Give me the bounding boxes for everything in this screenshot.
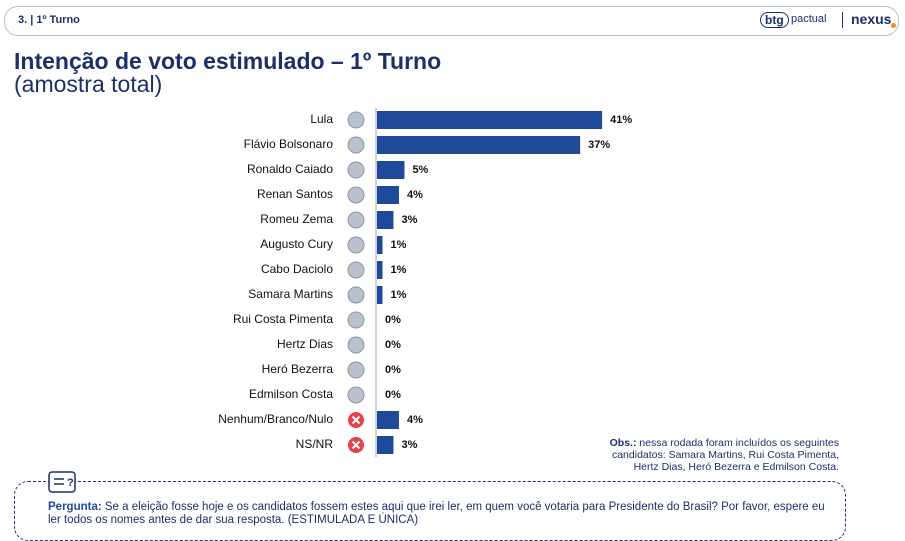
x-icon bbox=[351, 440, 361, 450]
candidate-icon bbox=[347, 111, 365, 129]
candidate-icon bbox=[347, 211, 365, 229]
candidate-icon bbox=[347, 311, 365, 329]
bar bbox=[377, 136, 581, 154]
category-label: Augusto Cury bbox=[260, 237, 333, 251]
bar bbox=[377, 211, 394, 229]
bar bbox=[377, 436, 394, 454]
bar bbox=[377, 261, 383, 279]
category-label: Samara Martins bbox=[248, 287, 333, 301]
note-label: Obs.: bbox=[609, 437, 637, 449]
logo-nexus: nexus bbox=[851, 11, 892, 27]
bar bbox=[377, 111, 603, 129]
category-label: Cabo Daciolo bbox=[261, 262, 333, 276]
candidate-icon bbox=[347, 336, 365, 354]
logo-btg: btg bbox=[760, 12, 789, 28]
svg-text:?: ? bbox=[67, 477, 74, 489]
category-label: Renan Santos bbox=[257, 187, 333, 201]
question-icon: ? bbox=[48, 471, 76, 493]
note-line: Hertz Dias, Heró Bezerra e Edmilson Cost… bbox=[633, 461, 839, 473]
value-label: 41% bbox=[610, 114, 632, 126]
question-text: Se a eleição fosse hoje e os candidatos … bbox=[48, 501, 825, 526]
candidate-icon bbox=[347, 261, 365, 279]
candidate-icon bbox=[347, 361, 365, 379]
value-label: 3% bbox=[401, 439, 417, 451]
candidate-icon bbox=[347, 161, 365, 179]
value-label: 0% bbox=[385, 339, 401, 351]
bar bbox=[377, 161, 405, 179]
category-label: Edmilson Costa bbox=[249, 387, 333, 401]
value-label: 0% bbox=[385, 364, 401, 376]
category-label: Ronaldo Caiado bbox=[247, 162, 333, 176]
category-label: Rui Costa Pimenta bbox=[233, 312, 333, 326]
note-text: nessa rodada foram incluídos os seguinte… bbox=[639, 437, 839, 449]
bar bbox=[377, 186, 399, 204]
value-label: 4% bbox=[407, 189, 423, 201]
value-label: 1% bbox=[390, 264, 406, 276]
bar bbox=[377, 236, 383, 254]
note: Obs.: nessa rodada foram incluídos os se… bbox=[610, 437, 839, 473]
note-line: candidatos: Samara Martins, Rui Costa Pi… bbox=[611, 449, 839, 461]
value-label: 1% bbox=[390, 239, 406, 251]
question: Pergunta: Se a eleição fosse hoje e os c… bbox=[48, 501, 838, 527]
category-label: Flávio Bolsonaro bbox=[244, 137, 334, 151]
chart: Lula 41% Flávio Bolsonaro 37% Ronaldo Caiado… bbox=[218, 108, 632, 457]
category-label: Lula bbox=[310, 112, 333, 126]
value-label: 1% bbox=[390, 289, 406, 301]
category-label: Nenhum/Branco/Nulo bbox=[218, 412, 333, 426]
logo-dot bbox=[891, 23, 896, 28]
chart-subtitle: (amostra total) bbox=[14, 71, 163, 97]
category-label: Heró Bezerra bbox=[262, 362, 334, 376]
value-label: 5% bbox=[412, 164, 428, 176]
candidate-icon bbox=[347, 236, 365, 254]
x-icon bbox=[351, 415, 361, 425]
value-label: 3% bbox=[401, 214, 417, 226]
candidate-icon bbox=[347, 186, 365, 204]
logo-pactual: pactual bbox=[791, 13, 827, 25]
value-label: 37% bbox=[588, 139, 610, 151]
candidate-icon bbox=[347, 386, 365, 404]
header-bar bbox=[4, 6, 899, 36]
category-label: Hertz Dias bbox=[277, 337, 333, 351]
category-label: Romeu Zema bbox=[260, 212, 333, 226]
note-line: Obs.: nessa rodada foram incluídos os se… bbox=[610, 437, 839, 449]
value-label: 0% bbox=[385, 389, 401, 401]
bar bbox=[377, 286, 383, 304]
candidate-icon bbox=[347, 286, 365, 304]
bar bbox=[377, 411, 399, 429]
value-label: 4% bbox=[407, 414, 423, 426]
chart-title: Intenção de voto estimulado – 1º Turno bbox=[14, 48, 442, 74]
category-label: NS/NR bbox=[296, 437, 334, 451]
value-label: 0% bbox=[385, 314, 401, 326]
question-label: Pergunta: bbox=[48, 501, 102, 513]
logo-divider bbox=[842, 12, 843, 28]
candidate-icon bbox=[347, 136, 365, 154]
section-label: 3. | 1º Turno bbox=[18, 14, 80, 26]
